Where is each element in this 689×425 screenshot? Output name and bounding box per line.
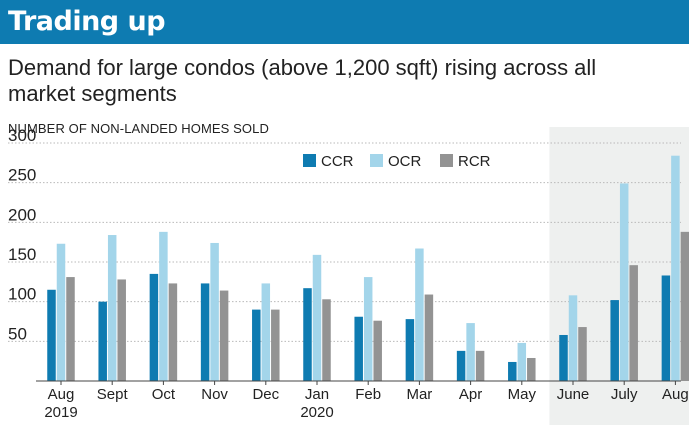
chart-title: Trading up	[8, 6, 166, 37]
bar-rcr	[373, 320, 382, 381]
bar-ocr	[159, 231, 168, 381]
x-tick-label: Oct	[152, 386, 176, 403]
bar-rcr	[117, 279, 126, 381]
bar-ccr	[47, 289, 56, 381]
y-tick-label: 200	[8, 205, 36, 224]
bar-rcr	[527, 357, 536, 381]
y-tick-label: 150	[8, 245, 36, 264]
bar-ccr	[252, 309, 261, 381]
x-tick-label: Sept	[97, 386, 129, 403]
bar-rcr	[475, 350, 485, 381]
bar-ocr	[619, 183, 629, 381]
legend-label-ocr: OCR	[388, 153, 422, 170]
bar-ocr	[210, 242, 219, 381]
bar-rcr	[680, 231, 689, 381]
bar-ocr	[312, 254, 322, 381]
bar-ccr	[508, 361, 517, 381]
bar-ccr	[303, 288, 312, 381]
bar-rcr	[271, 309, 280, 381]
x-tick-label: Aug	[662, 386, 689, 403]
x-tick-label: Nov	[201, 386, 228, 403]
bar-ocr	[363, 277, 373, 381]
y-axis-label: NUMBER OF NON-LANDED HOMES SOLD	[8, 121, 269, 136]
bar-ccr	[354, 316, 363, 381]
x-tick-label: Dec	[252, 386, 279, 403]
bar-rcr	[322, 299, 331, 381]
bar-ccr	[610, 300, 619, 381]
x-tick-label: July	[611, 386, 638, 403]
bar-ocr	[56, 243, 66, 381]
chart-subtitle: Demand for large condos (above 1,200 sqf…	[8, 55, 597, 106]
bar-ocr	[517, 342, 527, 381]
bar-rcr	[219, 290, 229, 381]
x-tick-sublabel: 2019	[44, 404, 77, 421]
bar-rcr	[578, 327, 587, 381]
legend-swatch-rcr	[440, 154, 453, 167]
title-banner: Trading up	[0, 0, 689, 44]
bar-ccr	[559, 334, 568, 381]
bar-rcr	[168, 283, 178, 381]
legend-swatch-ocr	[370, 154, 383, 167]
x-tick-sublabel: 2020	[300, 404, 333, 421]
bar-ccr	[200, 283, 210, 381]
x-tick-label: Aug	[48, 386, 75, 403]
bar-ocr	[466, 323, 475, 381]
legend-label-rcr: RCR	[458, 153, 491, 170]
bar-rcr	[629, 265, 638, 381]
y-tick-label: 50	[8, 324, 27, 343]
x-tick-label: May	[508, 386, 537, 403]
bar-ccr	[661, 275, 671, 381]
legend-swatch-ccr	[303, 154, 316, 167]
y-tick-label: 250	[8, 166, 36, 185]
y-tick-label: 100	[8, 285, 36, 304]
x-tick-label: Jan	[305, 386, 329, 403]
bar-ocr	[568, 295, 578, 381]
x-tick-label: Feb	[355, 386, 381, 403]
bar-rcr	[66, 277, 75, 381]
x-tick-label: Mar	[406, 386, 432, 403]
x-tick-label: Apr	[459, 386, 482, 403]
x-tick-label: June	[557, 386, 590, 403]
bar-ccr	[405, 319, 415, 381]
bar-rcr	[424, 294, 434, 381]
bar-ocr	[671, 155, 680, 381]
legend-label-ccr: CCR	[321, 153, 354, 170]
y-tick-label: 300	[8, 126, 36, 145]
bar-ccr	[456, 350, 466, 381]
bar-ocr	[107, 235, 117, 381]
bar-ocr	[261, 283, 271, 381]
bar-ocr	[415, 248, 424, 381]
bar-ccr	[149, 273, 159, 381]
bar-ccr	[98, 301, 107, 381]
